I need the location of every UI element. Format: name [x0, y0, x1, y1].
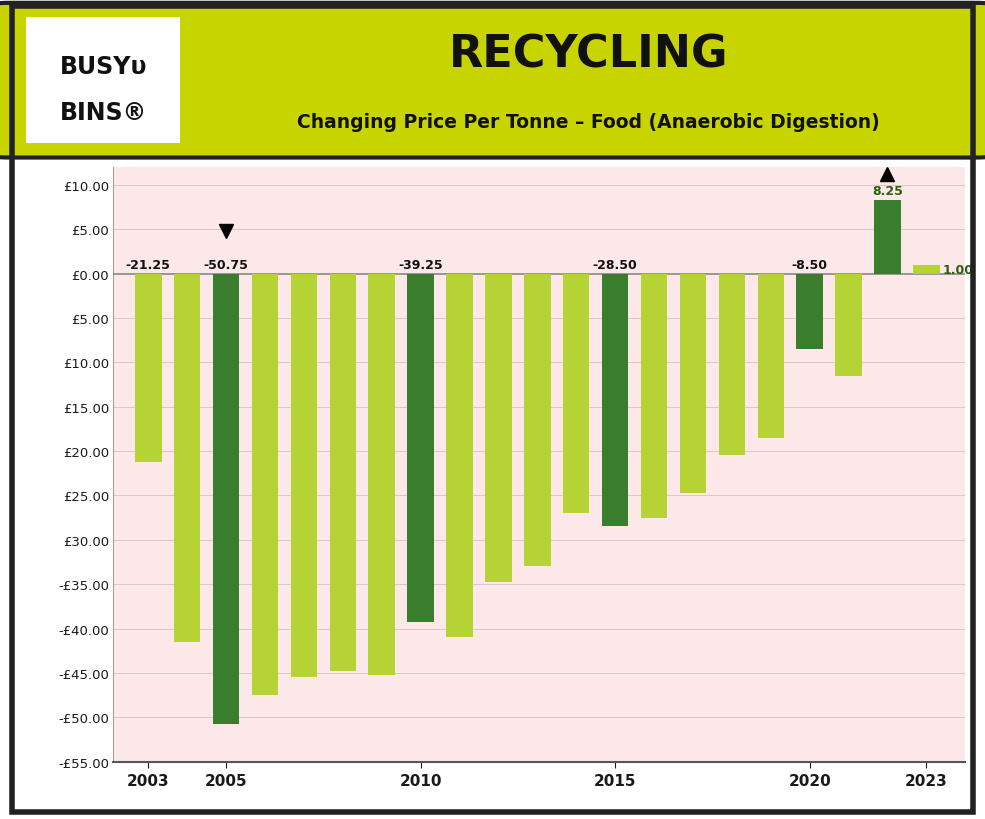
Text: -39.25: -39.25 — [398, 259, 443, 272]
Bar — [486, 274, 511, 582]
Bar — [291, 274, 317, 677]
Bar — [446, 274, 473, 638]
Text: BINS®: BINS® — [59, 102, 147, 125]
Bar — [641, 274, 667, 518]
Bar — [135, 274, 162, 463]
Bar — [719, 274, 745, 456]
Text: -50.75: -50.75 — [204, 259, 248, 272]
Bar — [174, 274, 200, 642]
Bar — [252, 274, 278, 695]
Bar — [875, 201, 900, 274]
Bar — [408, 274, 433, 622]
FancyBboxPatch shape — [0, 4, 985, 158]
Text: -21.25: -21.25 — [126, 259, 170, 272]
Bar — [835, 274, 862, 376]
Bar — [797, 274, 822, 350]
Bar — [368, 274, 395, 675]
Text: 8.25: 8.25 — [872, 184, 903, 197]
Bar — [913, 265, 940, 274]
Text: -28.50: -28.50 — [593, 259, 637, 272]
Bar — [563, 274, 589, 514]
Text: RECYCLING: RECYCLING — [449, 34, 728, 76]
Bar — [524, 274, 551, 567]
Text: -8.50: -8.50 — [792, 259, 827, 272]
Bar — [213, 274, 239, 724]
Text: BUSYυ: BUSYυ — [59, 55, 147, 79]
FancyBboxPatch shape — [27, 18, 180, 144]
Text: 1.00: 1.00 — [943, 264, 974, 276]
Text: Changing Price Per Tonne – Food (Anaerobic Digestion): Changing Price Per Tonne – Food (Anaerob… — [297, 112, 880, 131]
Bar — [330, 274, 356, 671]
Bar — [602, 274, 628, 527]
Bar — [757, 274, 784, 438]
Bar — [680, 274, 706, 494]
